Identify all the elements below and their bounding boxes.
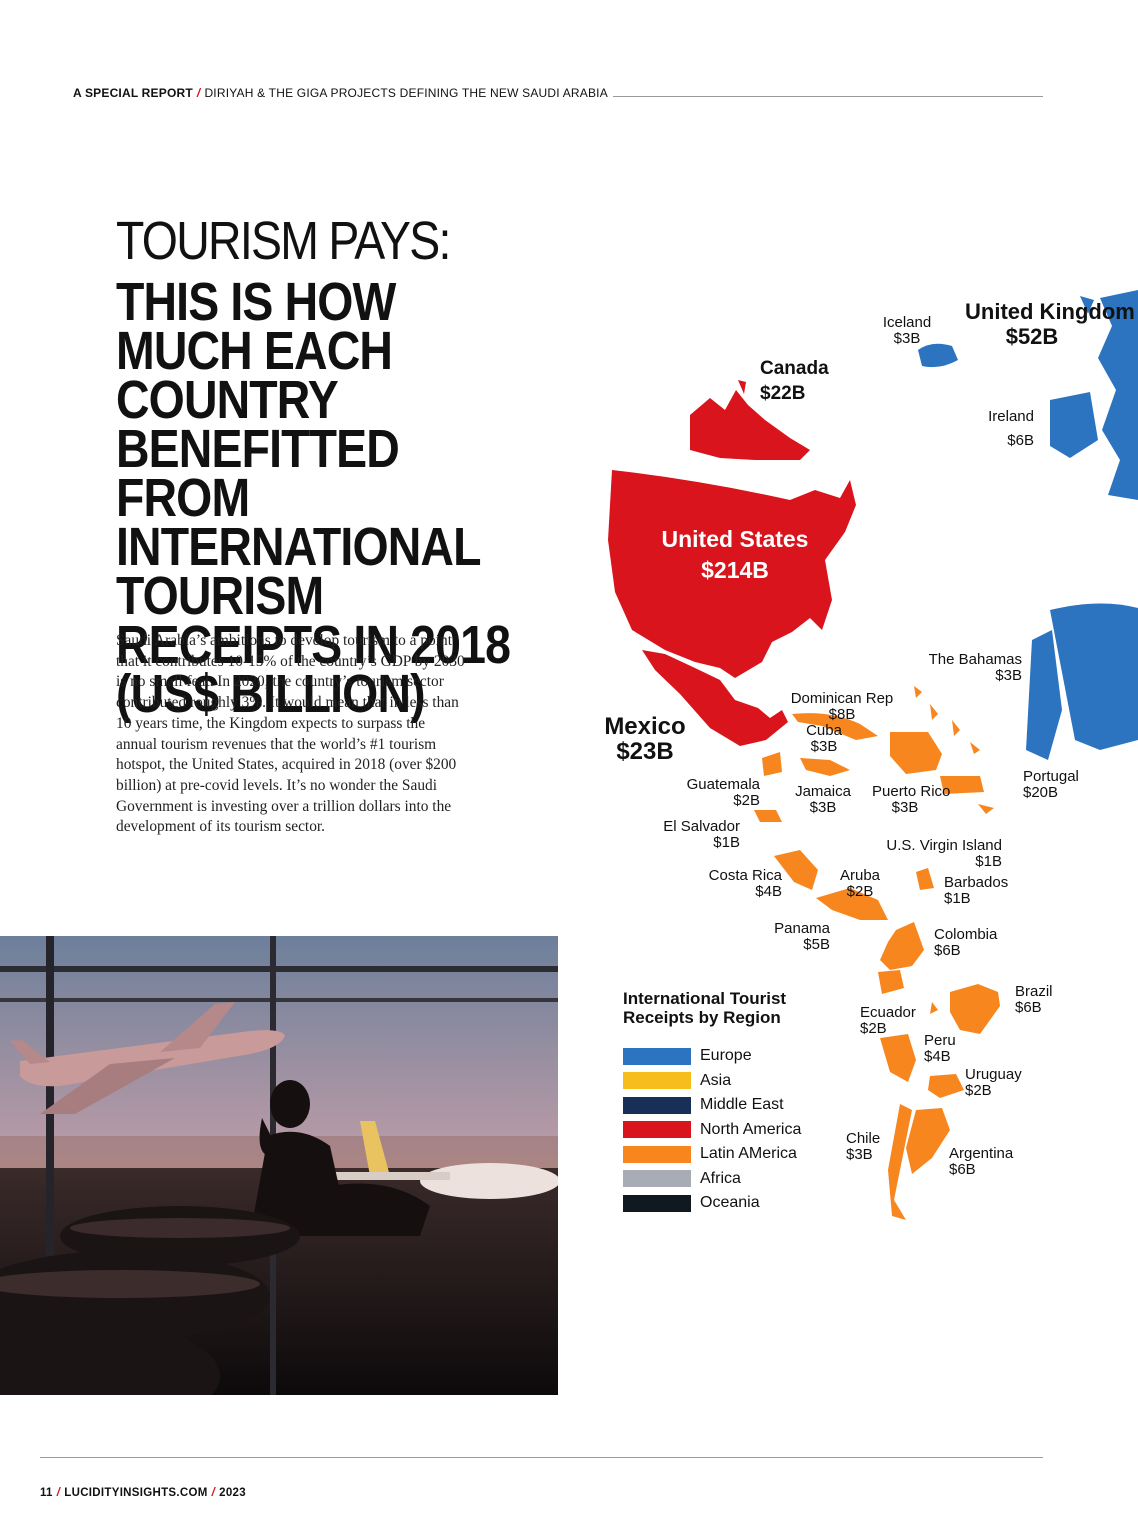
header-rule bbox=[613, 96, 1043, 97]
colombia-shape bbox=[880, 922, 924, 970]
label-peru: Peru $4B bbox=[924, 1032, 956, 1065]
legend-item-latin-america: Latin AMerica bbox=[623, 1142, 843, 1167]
map-legend: International Tourist Receipts by Region… bbox=[623, 989, 843, 1216]
peru-shape bbox=[880, 1034, 916, 1082]
map-shapes bbox=[608, 290, 1138, 1220]
article-body: Saudi Arabia’s ambitions to develop tour… bbox=[116, 632, 465, 836]
latin-america-region bbox=[754, 686, 1000, 1220]
dominican-shape bbox=[890, 732, 942, 774]
label-brazil: Brazil $6B bbox=[1015, 983, 1053, 1016]
legend-swatch bbox=[623, 1072, 691, 1090]
legend-list: Europe Asia Middle East North America La… bbox=[623, 1044, 843, 1216]
label-panama: Panama $5B bbox=[774, 920, 830, 953]
north-america-region bbox=[608, 380, 856, 746]
jamaica-shape bbox=[800, 758, 850, 776]
legend-swatch bbox=[623, 1194, 691, 1212]
legend-swatch bbox=[623, 1170, 691, 1188]
argentina-shape bbox=[906, 1108, 950, 1174]
page-footer: 11/LUCIDITYINSIGHTS.COM/2023 bbox=[40, 1487, 246, 1499]
spain-shape bbox=[1050, 603, 1138, 750]
report-header: A SPECIAL REPORT / DIRIYAH & THE GIGA PROJ… bbox=[73, 86, 608, 100]
legend-swatch bbox=[623, 1145, 691, 1163]
legend-item-north-america: North America bbox=[623, 1118, 843, 1143]
label-cuba: Cuba $3B bbox=[806, 722, 842, 755]
map-graphic: Iceland $3B United Kingdom $52B Canada $22B… bbox=[560, 270, 1138, 1250]
header-section: DIRIYAH & THE GIGA PROJECTS DEFINING THE… bbox=[204, 86, 608, 100]
label-aruba: Aruba $2B bbox=[839, 867, 881, 900]
label-puerto-rico: Puerto Rico $3B bbox=[872, 783, 951, 816]
legend-swatch bbox=[623, 1121, 691, 1139]
costa-rica-shape bbox=[774, 850, 818, 890]
label-mexico: Mexico $23B bbox=[604, 713, 686, 765]
label-argentina: Argentina $6B bbox=[949, 1145, 1014, 1178]
article-title: TOURISM PAYS: THIS IS HOW MUCH EACH COUN… bbox=[116, 211, 520, 724]
label-portugal: Portugal $20B bbox=[1023, 768, 1079, 801]
mexico-shape bbox=[642, 650, 788, 746]
legend-item-asia: Asia bbox=[623, 1069, 843, 1094]
footer-site: LUCIDITYINSIGHTS.COM bbox=[64, 1487, 208, 1499]
label-costa-rica: Costa Rica $4B bbox=[708, 867, 782, 900]
footer-rule bbox=[40, 1457, 1043, 1458]
panama-shape bbox=[816, 888, 888, 920]
label-iceland: Iceland $3B bbox=[882, 314, 932, 347]
cuba-shape bbox=[792, 713, 878, 740]
label-dominican-rep: Dominican Rep $8B bbox=[790, 690, 894, 723]
airport-photo bbox=[0, 936, 558, 1395]
label-united-states: United States $214B bbox=[661, 526, 809, 583]
label-guatemala: Guatemala $2B bbox=[686, 776, 760, 809]
usa-shape bbox=[608, 470, 856, 678]
label-uruguay: Uruguay $2B bbox=[965, 1066, 1022, 1099]
guatemala-shape bbox=[762, 752, 782, 776]
label-jamaica: Jamaica $3B bbox=[795, 783, 851, 816]
legend-item-europe: Europe bbox=[623, 1044, 843, 1069]
legend-item-oceania: Oceania bbox=[623, 1191, 843, 1216]
title-line-1: TOURISM PAYS: bbox=[116, 211, 451, 271]
label-ecuador: Ecuador $2B bbox=[860, 1004, 916, 1037]
puerto-rico-shape bbox=[940, 776, 984, 794]
legend-item-africa: Africa bbox=[623, 1167, 843, 1192]
uruguay-shape bbox=[928, 1074, 964, 1098]
label-chile: Chile $3B bbox=[846, 1130, 881, 1163]
label-ireland: Ireland $6B bbox=[988, 408, 1034, 449]
chile-shape bbox=[888, 1104, 912, 1220]
ireland-shape bbox=[1050, 392, 1098, 458]
label-us-virgin-island: U.S. Virgin Island $1B bbox=[886, 837, 1002, 870]
barbados-shape bbox=[916, 868, 934, 890]
page-number: 11 bbox=[40, 1487, 53, 1499]
legend-swatch bbox=[623, 1096, 691, 1114]
label-el-salvador: El Salvador $1B bbox=[663, 818, 740, 851]
title-line-2: THIS IS HOW MUCH EACH COUNTRY BENEFITTED… bbox=[116, 272, 511, 724]
legend-swatch bbox=[623, 1047, 691, 1065]
label-united-kingdom: United Kingdom $52B bbox=[965, 299, 1135, 349]
footer-year: 2023 bbox=[219, 1487, 246, 1499]
legend-title: International Tourist Receipts by Region bbox=[623, 989, 787, 1027]
label-bahamas: The Bahamas $3B bbox=[928, 651, 1022, 684]
label-colombia: Colombia $6B bbox=[934, 926, 998, 959]
label-barbados: Barbados $1B bbox=[944, 874, 1009, 907]
el-salvador-shape bbox=[754, 810, 782, 822]
portugal-shape bbox=[1026, 630, 1062, 760]
brazil-shape bbox=[950, 984, 1000, 1034]
header-lead: A SPECIAL REPORT bbox=[73, 86, 193, 100]
header-slash: / bbox=[196, 86, 201, 100]
uk-shape bbox=[1098, 290, 1138, 500]
canada-shape bbox=[690, 390, 810, 460]
iceland-shape bbox=[918, 343, 958, 368]
legend-item-middle-east: Middle East bbox=[623, 1093, 843, 1118]
label-canada: Canada $22B bbox=[760, 358, 829, 404]
europe-region bbox=[918, 290, 1138, 760]
airport-photo-illustration bbox=[0, 936, 558, 1395]
